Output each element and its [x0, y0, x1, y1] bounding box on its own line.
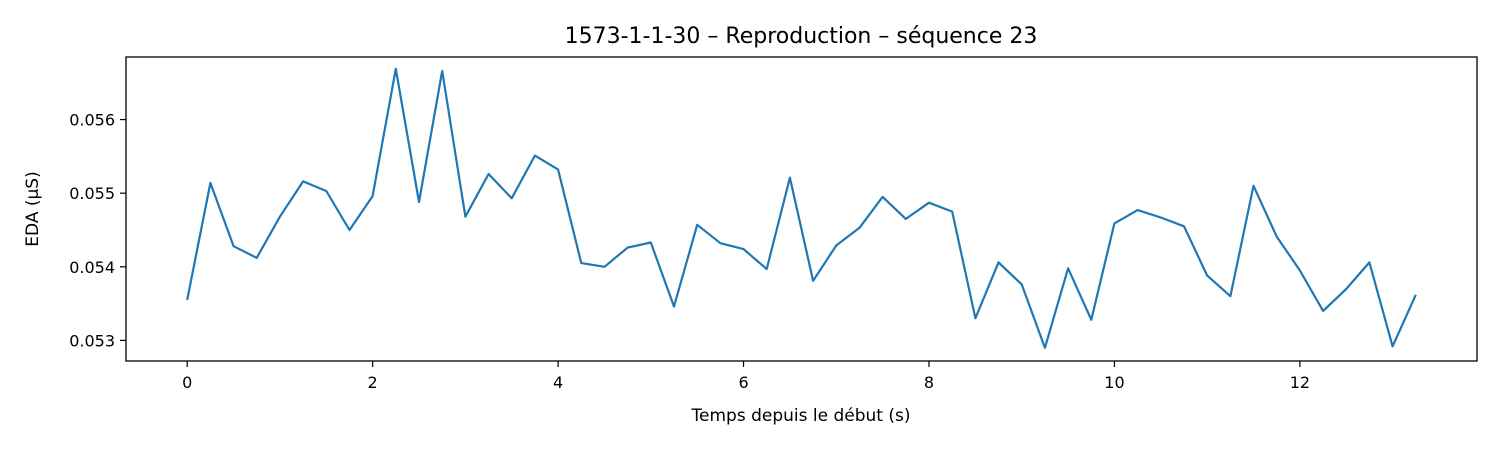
x-axis-ticks: 0 2 4 6 8 10 12 — [182, 361, 1310, 392]
y-axis-label: EDA (µS) — [23, 171, 43, 246]
x-tick-label: 6 — [738, 373, 748, 392]
series-group — [186, 67, 1417, 349]
y-tick-label: 0.055 — [69, 184, 115, 203]
x-tick-label: 2 — [368, 373, 378, 392]
plot-frame — [125, 56, 1478, 362]
series-line — [186, 67, 1417, 349]
chart-title: 1573-1-1-30 – Reproduction – séquence 23 — [565, 24, 1038, 49]
x-tick-label: 4 — [553, 373, 563, 392]
x-axis-label: Temps depuis le début (s) — [691, 406, 911, 426]
y-tick-label: 0.056 — [69, 111, 115, 130]
x-tick-label: 12 — [1290, 373, 1310, 392]
x-tick-label: 8 — [924, 373, 934, 392]
y-tick-label: 0.054 — [69, 258, 115, 277]
x-tick-label: 0 — [182, 373, 192, 392]
y-tick-label: 0.053 — [69, 331, 115, 350]
x-tick-label: 10 — [1104, 373, 1124, 392]
y-axis-ticks: 0.053 0.054 0.055 0.056 — [69, 111, 126, 350]
